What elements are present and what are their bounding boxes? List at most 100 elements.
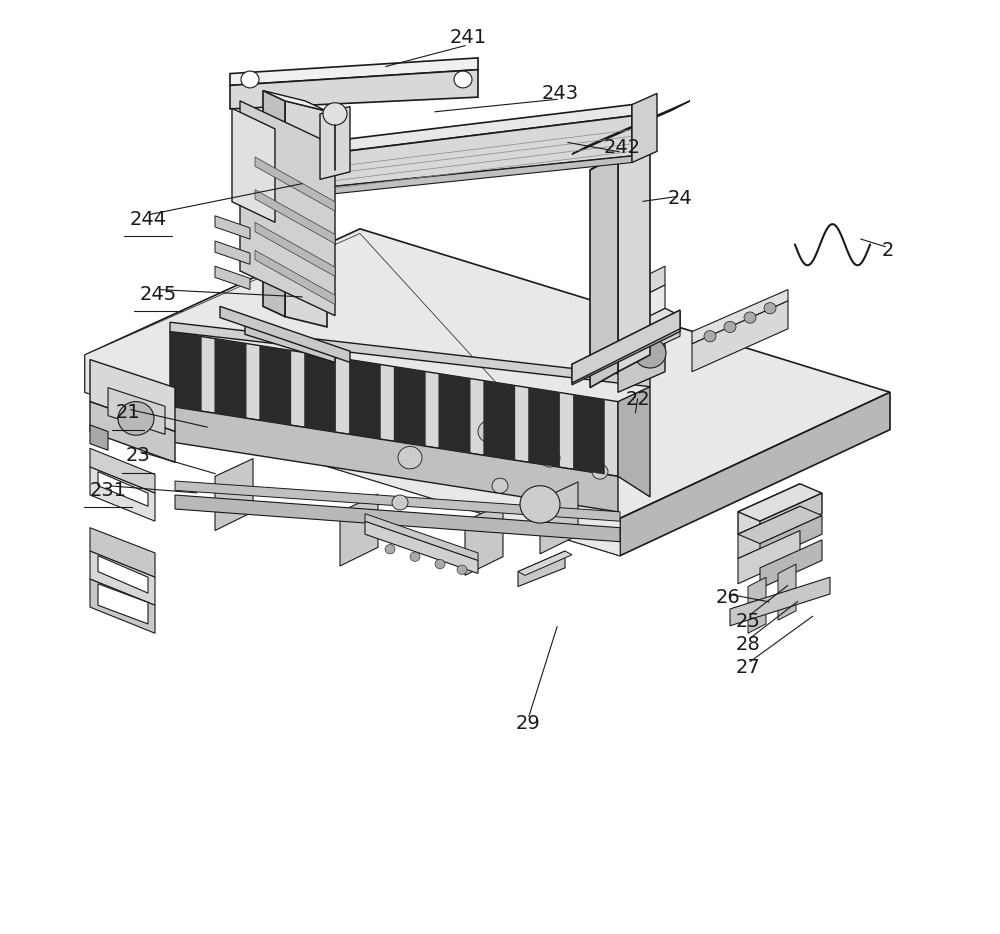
Polygon shape [618,285,665,332]
Polygon shape [518,551,572,575]
Polygon shape [263,91,285,317]
Polygon shape [748,577,766,633]
Circle shape [118,402,154,435]
Polygon shape [255,222,335,276]
Polygon shape [518,551,565,587]
Polygon shape [365,521,478,573]
Polygon shape [760,540,822,588]
Polygon shape [255,157,335,211]
Text: 2: 2 [882,241,894,260]
Polygon shape [738,484,800,534]
Polygon shape [349,360,381,439]
Text: 21: 21 [116,403,140,422]
Polygon shape [90,402,175,462]
Polygon shape [285,105,632,159]
Polygon shape [98,472,148,506]
Polygon shape [170,406,618,512]
Polygon shape [90,579,155,633]
Polygon shape [692,301,788,372]
Polygon shape [85,229,890,518]
Polygon shape [618,387,650,497]
Text: 242: 242 [603,138,641,157]
Text: 29: 29 [516,715,540,733]
Polygon shape [573,394,605,474]
Polygon shape [215,266,250,290]
Circle shape [634,338,666,368]
Polygon shape [90,425,108,450]
Polygon shape [618,138,650,372]
Polygon shape [572,310,680,383]
Circle shape [492,478,508,493]
Circle shape [457,565,467,574]
Polygon shape [240,101,335,316]
Circle shape [410,552,420,561]
Circle shape [724,321,736,333]
Polygon shape [618,308,680,338]
Polygon shape [255,190,335,244]
Polygon shape [170,322,650,387]
Text: 243: 243 [541,84,579,103]
Circle shape [385,545,395,554]
Polygon shape [738,484,822,521]
Text: 24: 24 [668,190,692,208]
Text: 26: 26 [716,588,740,607]
Polygon shape [618,308,665,362]
Polygon shape [90,528,155,577]
Polygon shape [618,266,665,308]
Text: 241: 241 [449,28,487,47]
Polygon shape [90,448,155,493]
Polygon shape [738,506,822,544]
Polygon shape [260,346,291,425]
Polygon shape [365,514,478,560]
Polygon shape [215,339,246,418]
Polygon shape [632,93,657,163]
Polygon shape [618,341,665,392]
Polygon shape [572,101,690,154]
Polygon shape [304,353,336,432]
Polygon shape [778,564,796,620]
Polygon shape [215,241,250,264]
Polygon shape [590,138,650,170]
Polygon shape [170,332,618,476]
Polygon shape [465,503,503,575]
Polygon shape [285,116,632,191]
Circle shape [398,446,422,469]
Circle shape [435,559,445,569]
Circle shape [392,495,408,510]
Circle shape [478,420,502,443]
Polygon shape [230,58,478,85]
Text: 22: 22 [626,390,650,409]
Circle shape [540,448,560,467]
Polygon shape [90,467,155,521]
Polygon shape [170,332,201,411]
Polygon shape [692,290,788,344]
Polygon shape [85,234,620,556]
Polygon shape [232,108,275,222]
Text: 27: 27 [736,658,760,677]
Polygon shape [90,551,155,605]
Polygon shape [255,250,335,304]
Circle shape [454,71,472,88]
Polygon shape [98,584,148,624]
Polygon shape [98,556,148,593]
Polygon shape [632,316,680,359]
Text: 231: 231 [89,481,127,500]
Polygon shape [760,493,822,542]
Polygon shape [245,319,335,362]
Circle shape [704,331,716,342]
Circle shape [744,312,756,323]
Circle shape [323,103,347,125]
Polygon shape [394,366,425,446]
Polygon shape [230,70,478,109]
Polygon shape [738,531,800,584]
Circle shape [592,464,608,479]
Circle shape [241,71,259,88]
Polygon shape [90,360,175,432]
Text: 25: 25 [736,612,760,630]
Text: 28: 28 [736,635,760,654]
Polygon shape [620,392,890,556]
Polygon shape [285,101,327,327]
Circle shape [520,486,560,523]
Polygon shape [590,154,618,388]
Polygon shape [85,355,620,556]
